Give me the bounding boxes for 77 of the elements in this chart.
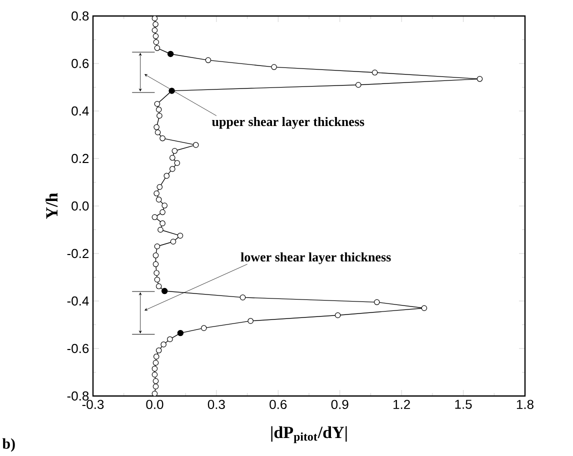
- point: [153, 39, 160, 46]
- y-tick-label: -0.6: [67, 344, 89, 354]
- point: [156, 112, 162, 119]
- point: [160, 135, 166, 142]
- point: [152, 214, 158, 220]
- point: [154, 276, 160, 283]
- point: [152, 390, 158, 397]
- point: [154, 124, 160, 130]
- point: [152, 21, 158, 28]
- y-tick-label: -0.8: [67, 391, 89, 401]
- point: [152, 360, 159, 366]
- x-axis-title: |dP$_{pitot}$/dY|: [271, 426, 347, 444]
- point: [192, 142, 199, 148]
- point: [177, 232, 184, 239]
- point: [240, 294, 246, 300]
- point: [154, 243, 160, 250]
- point: [162, 202, 168, 208]
- point: [271, 64, 277, 70]
- point: [154, 270, 160, 276]
- point: [160, 220, 166, 226]
- point: [152, 15, 158, 22]
- x-tick-label: 1.2: [394, 400, 410, 409]
- x-tick-label: -0.3: [82, 400, 104, 410]
- y-tick-label: 0.8: [72, 11, 89, 21]
- point: [153, 354, 160, 360]
- point: [248, 318, 254, 324]
- y-tick-label: 0.0: [72, 201, 89, 211]
- annotation: lower shear layer thickness: [240, 252, 391, 264]
- text: b): [2, 438, 15, 452]
- point: [152, 252, 159, 258]
- x-tick-label: 0.3: [208, 400, 225, 410]
- point: [476, 76, 483, 82]
- point: [200, 325, 207, 331]
- point: [156, 283, 162, 290]
- point: [170, 166, 176, 172]
- point: [172, 148, 178, 154]
- point: [355, 82, 362, 88]
- point: [154, 45, 160, 51]
- point: [174, 160, 180, 166]
- point: [158, 226, 164, 233]
- y-tick-label: 0.4: [72, 106, 89, 116]
- x-tick-label: 0.6: [270, 400, 287, 410]
- point: [152, 27, 158, 34]
- point: [156, 196, 162, 202]
- point: [156, 184, 163, 190]
- point: [170, 238, 176, 245]
- point: [154, 100, 160, 107]
- x-tick-label: 1.8: [516, 400, 534, 410]
- y-tick-label: -0.2: [67, 248, 89, 258]
- y-tick-label: 0.2: [72, 154, 89, 164]
- point: [154, 129, 161, 136]
- point: [152, 33, 159, 40]
- point: [421, 305, 428, 312]
- annotation: upper shear layer thickness: [212, 116, 364, 129]
- point: [160, 342, 166, 348]
- point: [160, 209, 166, 216]
- point: [205, 57, 212, 64]
- point: [152, 372, 158, 378]
- point: [154, 190, 160, 196]
- point: [152, 378, 159, 384]
- point: [156, 348, 162, 354]
- point: [152, 261, 159, 268]
- point: [372, 70, 378, 76]
- x-tick-label: 1.5: [455, 400, 472, 409]
- point: [152, 366, 158, 372]
- x-tick-label: 0.9: [331, 400, 348, 410]
- y-tick-label: 0.6: [72, 58, 89, 68]
- point: [334, 312, 341, 318]
- point: [170, 154, 176, 161]
- point: [156, 106, 162, 112]
- y-tick-label: -0.4: [67, 296, 89, 306]
- point: [152, 384, 159, 390]
- point: [167, 336, 173, 342]
- point: [164, 172, 170, 179]
- point: [374, 299, 380, 306]
- y-axis-title: Y/h: [46, 193, 58, 219]
- x-tick-label: 0.0: [146, 400, 164, 410]
